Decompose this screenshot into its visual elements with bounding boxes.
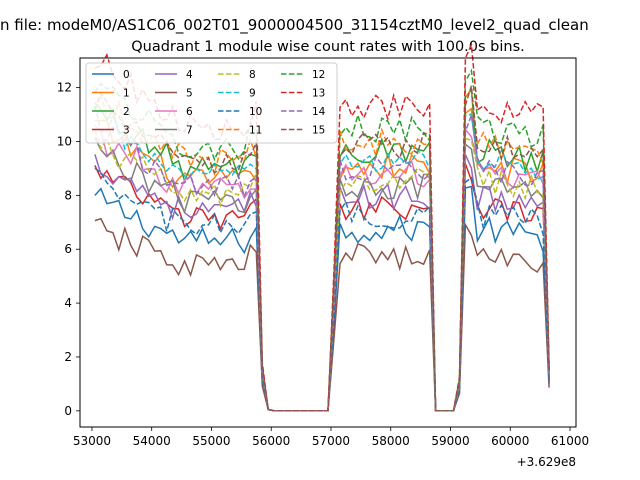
legend-label-2: 2 <box>123 106 130 118</box>
series-line-4 <box>94 154 550 412</box>
legend-label-14: 14 <box>312 106 326 118</box>
y-axis-ticks: 0 2 4 6 8 10 12 <box>57 81 80 418</box>
x-axis-offset-label: +3.629e8 <box>517 455 576 469</box>
y-tick-label: 6 <box>64 242 72 256</box>
y-tick-label: 0 <box>64 404 72 418</box>
chart-suptitle: n file: modeM0/AS1C06_002T01_9000004500_… <box>0 16 589 35</box>
x-tick-label: 55000 <box>192 434 230 448</box>
series-line-14 <box>94 115 550 412</box>
x-tick-label: 58000 <box>372 434 410 448</box>
series-line-6 <box>94 124 550 412</box>
series-line-3 <box>94 163 550 412</box>
legend-label-15: 15 <box>312 125 325 137</box>
series-line-15 <box>94 85 550 412</box>
axes-frame <box>79 57 577 428</box>
legend-box <box>85 62 338 144</box>
y-tick-label: 2 <box>64 350 72 364</box>
x-tick-label: 57000 <box>312 434 350 448</box>
x-tick-label: 61000 <box>551 434 589 448</box>
series-line-10 <box>94 167 550 412</box>
series-line-5 <box>94 217 550 412</box>
legend-label-6: 6 <box>186 106 193 118</box>
legend-label-5: 5 <box>186 88 193 100</box>
series-line-8 <box>94 129 550 412</box>
y-tick-label: 12 <box>57 81 72 95</box>
legend-label-4: 4 <box>186 69 193 81</box>
legend-label-8: 8 <box>249 69 256 81</box>
x-tick-label: 56000 <box>252 434 290 448</box>
legend-label-3: 3 <box>123 125 130 137</box>
legend-label-10: 10 <box>249 106 262 118</box>
y-tick-label: 8 <box>64 188 72 202</box>
x-axis-ticks: 53000 54000 55000 56000 57000 58000 59000 60000… <box>73 427 589 448</box>
x-tick-label: 59000 <box>431 434 469 448</box>
series-line-1 <box>94 107 550 412</box>
x-tick-label: 53000 <box>73 434 111 448</box>
series-line-7 <box>94 137 550 412</box>
legend-label-12: 12 <box>312 69 325 81</box>
x-tick-label: 60000 <box>491 434 529 448</box>
legend-label-7: 7 <box>186 125 193 137</box>
plot-lines <box>94 41 550 412</box>
legend-label-9: 9 <box>249 88 256 100</box>
chart-title: Quadrant 1 module wise count rates with … <box>131 39 525 55</box>
legend-label-0: 0 <box>123 69 130 81</box>
y-tick-label: 4 <box>64 296 72 310</box>
y-tick-label: 10 <box>57 134 72 148</box>
legend-label-1: 1 <box>123 88 130 100</box>
legend-label-11: 11 <box>249 125 262 137</box>
x-tick-label: 54000 <box>133 434 171 448</box>
legend-label-13: 13 <box>312 88 325 100</box>
